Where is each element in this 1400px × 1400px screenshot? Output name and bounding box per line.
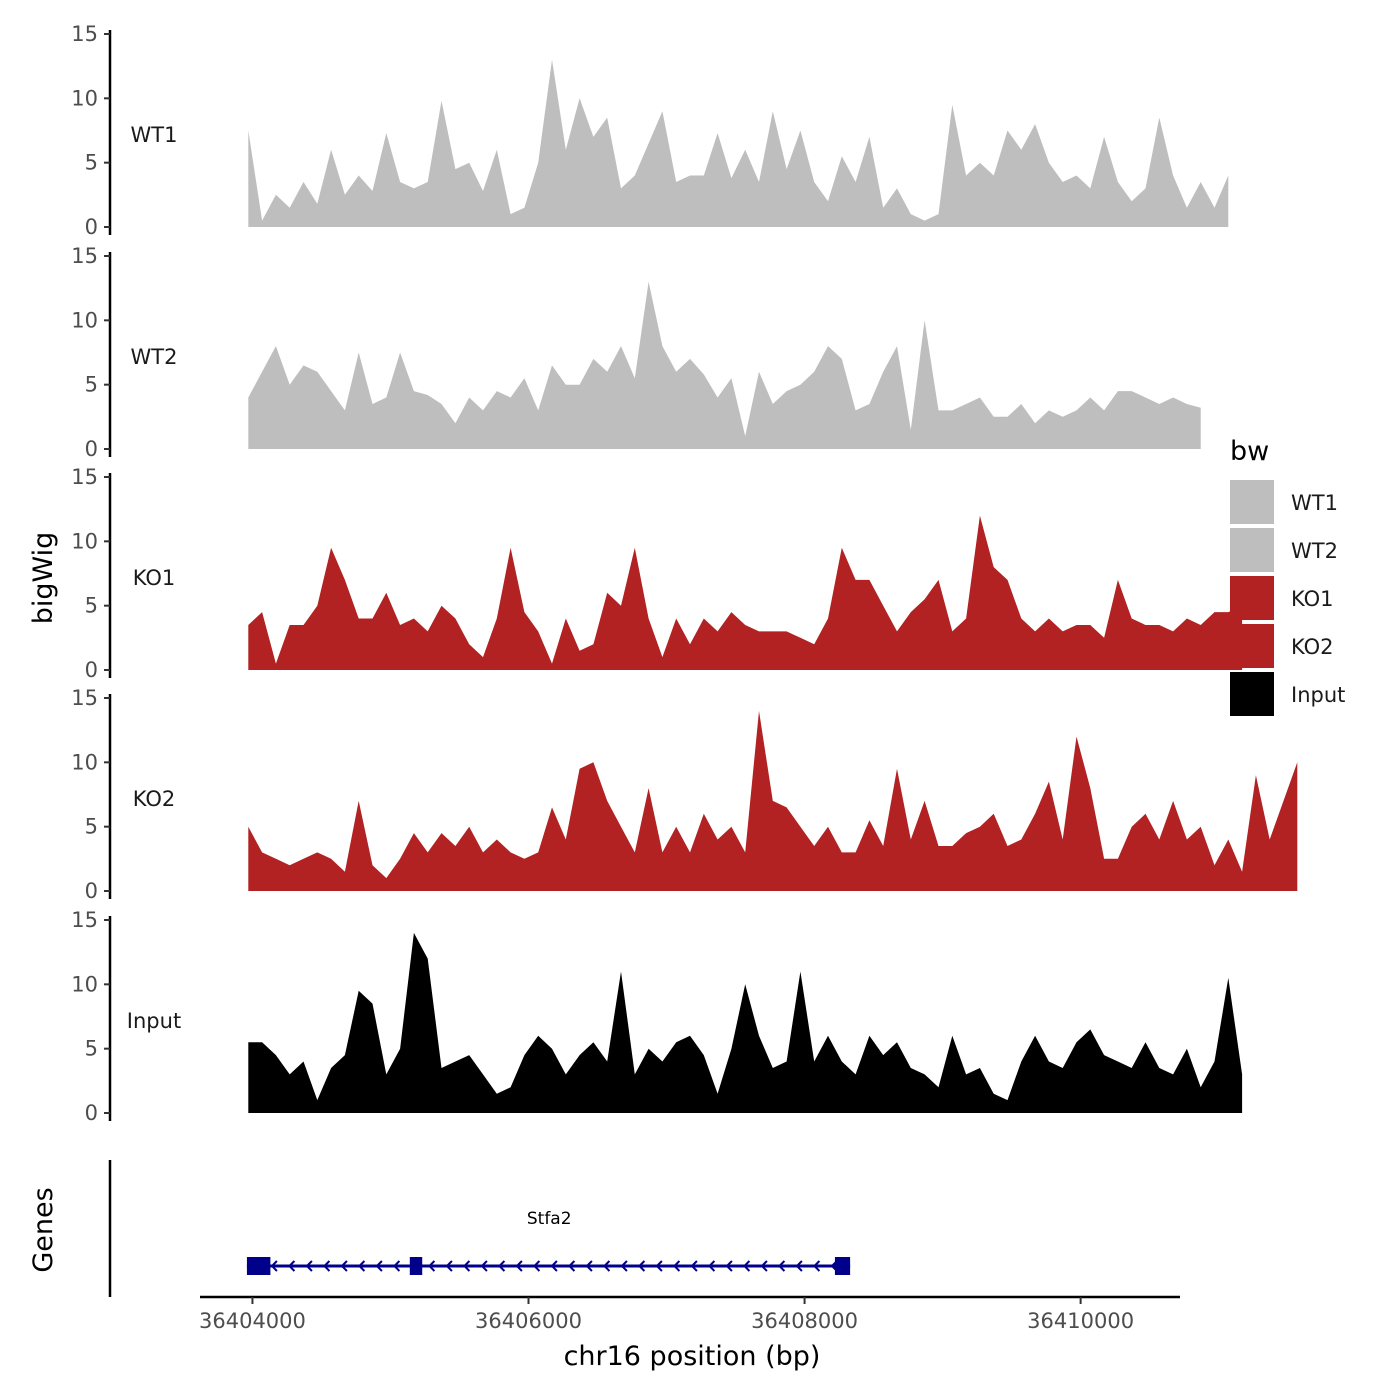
y-tick-label: 10	[71, 750, 98, 774]
strand-arrow	[655, 1260, 663, 1272]
y-tick-label: 0	[85, 215, 98, 239]
legend-swatch-wt2	[1230, 528, 1274, 572]
legend-swatch-ko2	[1230, 624, 1274, 668]
exon-block	[409, 1257, 423, 1275]
strand-arrow	[708, 1260, 716, 1272]
track-ko2: 0 5 10 15 KO2	[71, 686, 1298, 903]
y-tick-label: 10	[71, 308, 98, 332]
track-label: WT1	[131, 123, 178, 147]
area-ko1	[248, 515, 1243, 670]
strand-arrow	[323, 1260, 331, 1272]
strand-arrow	[533, 1260, 541, 1272]
y-tick-label: 5	[85, 373, 98, 397]
exon-block	[246, 1257, 271, 1275]
area-input	[248, 932, 1243, 1113]
strand-arrow	[778, 1260, 786, 1272]
legend-label-input: Input	[1291, 683, 1345, 707]
y-tick-label: 10	[71, 86, 98, 110]
strand-arrow	[270, 1260, 278, 1272]
y-tick-label: 15	[71, 686, 98, 710]
track-ko1: 0 5 10 15 KO1	[71, 465, 1243, 682]
strand-arrow	[743, 1260, 751, 1272]
x-tick-label: 36410000	[1027, 1309, 1134, 1333]
y-tick-label: 15	[71, 465, 98, 489]
strand-arrow	[795, 1260, 803, 1272]
strand-arrow	[288, 1260, 296, 1272]
y-tick-label: 15	[71, 244, 98, 268]
y-tick-label: 0	[85, 437, 98, 461]
tracks-group: 0 5 10 15 WT1 0 5 10 15 WT2 0 5 10 15 KO1 0 5 10 15 KO2 0 5 10…	[71, 22, 1298, 1125]
legend-label-ko1: KO1	[1291, 587, 1334, 611]
y-tick-label: 5	[85, 1037, 98, 1061]
legend-label-wt1: WT1	[1291, 491, 1338, 515]
strand-arrow	[445, 1260, 453, 1272]
strand-arrow	[673, 1260, 681, 1272]
legend-swatch-input	[1230, 672, 1274, 716]
area-wt2	[248, 281, 1201, 449]
strand-arrow	[725, 1260, 733, 1272]
y-tick-label: 15	[71, 908, 98, 932]
x-tick-label: 36406000	[475, 1309, 582, 1333]
legend-label-ko2: KO2	[1291, 635, 1334, 659]
y-tick-label: 0	[85, 658, 98, 682]
genes-track: Stfa2	[108, 1160, 851, 1297]
legend-title: bw	[1230, 436, 1269, 467]
y-tick-label: 0	[85, 879, 98, 903]
strand-arrow	[813, 1260, 821, 1272]
track-wt1: 0 5 10 15 WT1	[71, 22, 1229, 239]
strand-arrow	[375, 1260, 383, 1272]
track-label: KO2	[133, 787, 176, 811]
legend-swatch-ko1	[1230, 576, 1274, 620]
strand-arrow	[550, 1260, 558, 1272]
strand-arrow	[393, 1260, 401, 1272]
strand-arrow	[760, 1260, 768, 1272]
track-label: Input	[127, 1009, 181, 1033]
legend-label-wt2: WT2	[1291, 539, 1338, 563]
track-input: 0 5 10 15 Input	[71, 908, 1243, 1125]
track-label: WT2	[131, 345, 178, 369]
strand-arrow	[690, 1260, 698, 1272]
y-axis-title: bigWig	[28, 532, 59, 625]
strand-arrow	[515, 1260, 523, 1272]
legend-swatch-wt1	[1230, 480, 1274, 524]
genes-axis-title: Genes	[28, 1187, 59, 1272]
strand-arrow	[585, 1260, 593, 1272]
strand-arrow	[358, 1260, 366, 1272]
x-axis: 36404000 36406000 36408000 36410000	[199, 1295, 1180, 1333]
strand-arrow	[638, 1260, 646, 1272]
strand-arrow	[498, 1260, 506, 1272]
strand-arrow	[305, 1260, 313, 1272]
legend: bw WT1 WT2 KO1 KO2 Input	[1230, 436, 1345, 716]
y-tick-label: 5	[85, 815, 98, 839]
strand-arrow	[340, 1260, 348, 1272]
strand-arrow	[480, 1260, 488, 1272]
area-ko2	[248, 710, 1298, 891]
y-tick-label: 5	[85, 594, 98, 618]
strand-arrow	[428, 1260, 436, 1272]
strand-arrow	[620, 1260, 628, 1272]
y-tick-label: 10	[71, 529, 98, 553]
track-label: KO1	[133, 566, 176, 590]
strand-arrow	[463, 1260, 471, 1272]
gene-label: Stfa2	[527, 1209, 572, 1229]
area-wt1	[248, 59, 1229, 228]
y-tick-label: 10	[71, 972, 98, 996]
x-tick-label: 36408000	[751, 1309, 858, 1333]
y-tick-label: 15	[71, 22, 98, 46]
strand-arrow	[603, 1260, 611, 1272]
strand-arrow	[568, 1260, 576, 1272]
track-wt2: 0 5 10 15 WT2	[71, 244, 1201, 461]
y-tick-label: 5	[85, 151, 98, 175]
x-axis-title: chr16 position (bp)	[564, 1341, 821, 1372]
exon-block	[834, 1257, 851, 1275]
x-tick-label: 36404000	[199, 1309, 306, 1333]
y-tick-label: 0	[85, 1101, 98, 1125]
